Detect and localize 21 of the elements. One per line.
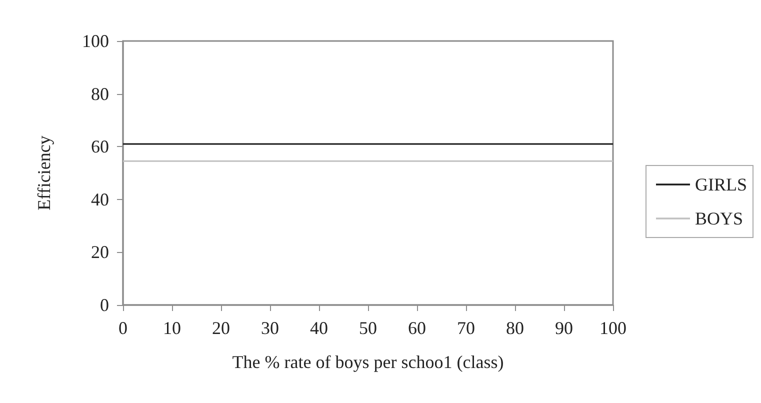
x-tick-label: 80 [506,318,524,338]
x-tick-label: 50 [359,318,377,338]
x-tick-label: 10 [163,318,181,338]
x-tick-label: 20 [212,318,230,338]
x-tick-label: 70 [457,318,475,338]
y-tick-label: 60 [91,136,109,157]
x-tick-label: 100 [600,318,626,338]
x-tick-label: 40 [310,318,328,338]
y-tick-label: 40 [91,189,109,210]
y-tick-label: 20 [91,242,109,262]
legend-label: GIRLS [694,174,748,194]
legend-label: BOYS [694,208,744,228]
x-tick-label: 30 [261,318,279,338]
y-tick-label: 0 [100,295,109,315]
x-tick-label: 0 [118,318,128,338]
y-tick-label: 80 [91,84,109,104]
y-axis-title: Efficiency [34,136,54,210]
x-tick-label: 60 [408,318,426,338]
x-axis-title: The % rate of boys per schoo1 (class) [232,352,504,372]
x-tick-label: 90 [555,318,573,338]
y-tick-label: 100 [82,31,109,51]
